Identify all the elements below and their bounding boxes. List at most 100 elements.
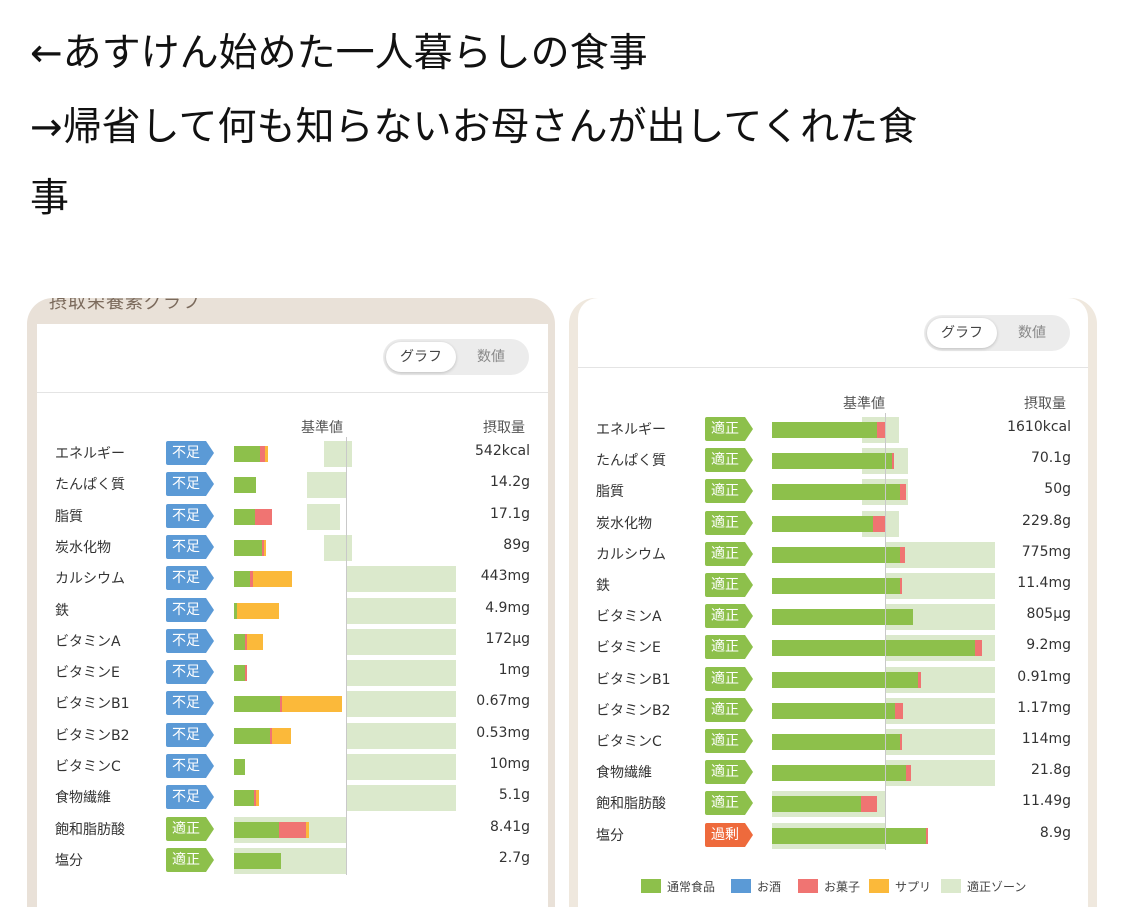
toggle-numeric-button[interactable]: 数値 xyxy=(1018,325,1046,341)
status-badge: 適正 xyxy=(166,847,214,872)
toggle-numeric-button[interactable]: 数値 xyxy=(477,349,505,365)
intake-value: 0.53mg xyxy=(476,724,530,741)
nutrient-row: ビタミンE 適正 9.2mg xyxy=(596,635,1071,662)
right-screenshot-panel: グラフ 数値 基準値 摂取量 エネルギー 適正 1610kcal たんぱく質 適正 70.… xyxy=(569,298,1097,907)
status-badge: 適正 xyxy=(705,760,753,785)
caption-line-3: 事 xyxy=(30,176,70,221)
status-badge: 適正 xyxy=(166,816,214,841)
nutrient-row: 脂質 不足 17.1g xyxy=(55,503,530,530)
proper-zone-bar xyxy=(346,566,456,593)
proper-zone-bar xyxy=(885,697,995,724)
nutrient-name: 炭水化物 xyxy=(596,515,652,532)
nutrient-name: 飽和脂肪酸 xyxy=(55,821,125,838)
bar-segment-supplement xyxy=(272,727,292,744)
nutrient-name: 塩分 xyxy=(55,852,83,869)
nutrient-graph-title: 摂取栄養素グラフ xyxy=(49,298,201,313)
bar-segment-snacks xyxy=(254,790,257,807)
nutrient-row: 鉄 不足 4.9mg xyxy=(55,597,530,624)
bar-segment-normal-food xyxy=(234,665,246,682)
bar-segment-normal-food xyxy=(234,602,238,619)
legend-label: サプリ xyxy=(895,880,932,894)
nutrient-row: 脂質 適正 50g xyxy=(596,479,1071,506)
bar-segment-normal-food xyxy=(234,852,282,869)
bar-segment-snacks xyxy=(259,446,266,462)
intake-header: 摂取量 xyxy=(1024,396,1066,412)
status-badge: 適正 xyxy=(705,697,753,722)
status-badge: 過剰 xyxy=(705,822,753,847)
nutrient-name: ビタミンE xyxy=(596,640,661,657)
nutrient-row: ビタミンC 不足 10mg xyxy=(55,754,530,780)
bar-segment-normal-food xyxy=(772,640,976,657)
legend-swatch xyxy=(641,879,661,893)
bar-segment-normal-food xyxy=(234,508,256,525)
status-badge: 不足 xyxy=(166,597,214,622)
intake-value: 172µg xyxy=(485,630,530,647)
proper-zone-bar xyxy=(346,754,456,780)
right-nutrient-chart: エネルギー 適正 1610kcal たんぱく質 適正 70.1g 脂質 適正 50g 炭水化物 適正… xyxy=(596,413,1071,857)
nutrient-name: ビタミンC xyxy=(596,734,662,750)
status-badge: 不足 xyxy=(166,441,214,465)
nutrient-row: ビタミンB1 不足 0.67mg xyxy=(55,691,530,718)
left-nutrient-chart: エネルギー 不足 542kcal たんぱく質 不足 14.2g 脂質 不足 17.1g 炭水化物不… xyxy=(55,437,530,886)
bar-segment-normal-food xyxy=(234,571,250,588)
bar-segment-snacks xyxy=(245,665,248,682)
intake-value: 542kcal xyxy=(475,443,530,459)
nutrient-name: 脂質 xyxy=(55,508,83,525)
bar-segment-normal-food xyxy=(772,827,926,844)
nutrient-name: ビタミンB1 xyxy=(596,671,671,688)
nutrient-name: カルシウム xyxy=(55,571,125,588)
left-screenshot-panel: 摂取栄養素グラフ グラフ 数値 基準値 摂取量 エネルギー 不足 542kcal たん… xyxy=(27,298,555,907)
nutrient-name: 鉄 xyxy=(596,578,610,594)
toggle-graph-button[interactable]: グラフ xyxy=(386,342,456,372)
bar-segment-snacks xyxy=(899,578,902,594)
bar-segment-normal-food xyxy=(772,453,892,470)
proper-zone-bar xyxy=(346,691,456,718)
nutrient-name: ビタミンB1 xyxy=(55,696,130,713)
proper-zone-bar xyxy=(346,785,456,812)
proper-zone-bar xyxy=(346,628,456,655)
nutrient-name: ビタミンB2 xyxy=(596,702,671,719)
bar-segment-snacks xyxy=(895,702,904,719)
bar-segment-normal-food xyxy=(234,727,270,744)
bar-segment-normal-food xyxy=(234,446,260,462)
intake-value: 21.8g xyxy=(1030,762,1071,779)
nutrient-row: 飽和脂肪酸 適正 11.49g xyxy=(596,791,1071,818)
bar-segment-snacks xyxy=(278,821,306,838)
intake-value: 89g xyxy=(503,536,530,553)
intake-value: 14.2g xyxy=(489,474,530,491)
legend-label: お菓子 xyxy=(824,880,861,894)
intake-value: 1.17mg xyxy=(1017,699,1071,716)
status-badge: 適正 xyxy=(705,541,753,566)
toggle-graph-button[interactable]: グラフ xyxy=(927,318,997,348)
status-badge: 適正 xyxy=(705,510,753,535)
status-badge: 適正 xyxy=(705,573,753,597)
nutrient-row: 炭水化物 適正 229.8g xyxy=(596,510,1071,537)
nutrient-row: 飽和脂肪酸 適正 8.41g xyxy=(55,816,530,843)
status-badge: 適正 xyxy=(705,791,753,816)
intake-value: 50g xyxy=(1044,481,1071,498)
nutrient-name: ビタミンA xyxy=(55,633,121,650)
proper-zone-bar xyxy=(885,573,995,599)
legend-alcohol: お酒 xyxy=(731,878,781,895)
nutrient-name: 食物繊維 xyxy=(596,765,652,782)
bar-segment-normal-food xyxy=(772,546,900,563)
bar-segment-normal-food xyxy=(772,671,918,688)
legend-supplement: サプリ xyxy=(869,878,931,895)
nutrient-row: ビタミンC 適正 114mg xyxy=(596,729,1071,755)
view-toggle: グラフ 数値 xyxy=(924,315,1070,351)
bar-segment-supplement xyxy=(282,696,342,713)
intake-value: 2.7g xyxy=(498,849,530,866)
chart-legend: 通常食品 お酒 お菓子 サプリ 適正ゾーン xyxy=(641,878,1081,898)
nutrient-name: ビタミンA xyxy=(596,609,662,626)
nutrient-row: 塩分 適正 2.7g xyxy=(55,847,530,874)
intake-value: 5.1g xyxy=(498,787,530,804)
legend-normal-food: 通常食品 xyxy=(641,878,715,895)
nutrient-name: カルシウム xyxy=(596,546,666,563)
status-badge: 適正 xyxy=(705,417,753,441)
nutrient-name: 塩分 xyxy=(596,827,624,844)
intake-value: 1mg xyxy=(498,662,530,679)
bar-segment-normal-food xyxy=(772,765,907,782)
status-badge: 適正 xyxy=(705,448,753,473)
legend-swatch xyxy=(941,879,961,893)
legend-proper-zone: 適正ゾーン xyxy=(941,878,1026,895)
